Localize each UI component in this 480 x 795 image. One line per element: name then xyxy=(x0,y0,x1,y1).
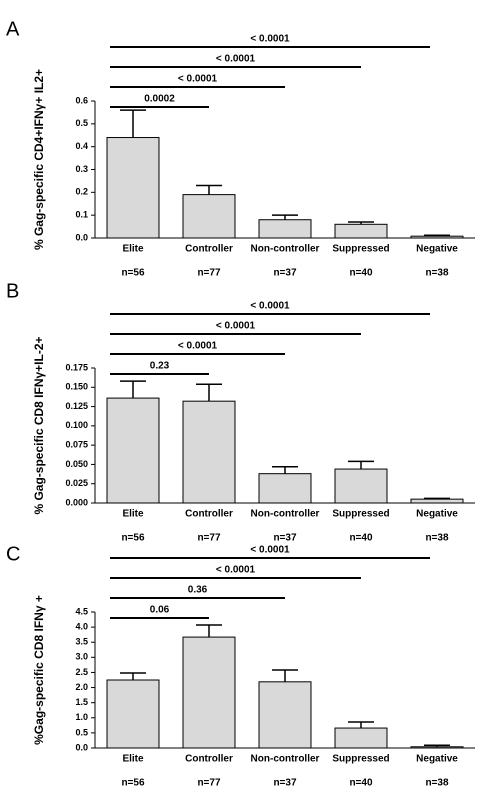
bar xyxy=(410,498,464,504)
y-tick-label: 0.2 xyxy=(75,187,88,197)
x-tick-label: Non-controller xyxy=(251,509,320,520)
n-label: n=40 xyxy=(349,778,373,789)
x-tick-label: Negative xyxy=(416,509,458,520)
y-tick-label: 0.000 xyxy=(65,497,88,507)
p-value: < 0.0001 xyxy=(216,321,256,332)
y-tick-label: 0.4 xyxy=(75,141,88,151)
n-label: n=77 xyxy=(197,778,221,789)
panel-label: C xyxy=(6,543,20,565)
y-tick-label: 3.0 xyxy=(75,652,88,662)
x-tick-label: Non-controller xyxy=(251,754,320,765)
y-axis-title: % Gag-specific CD4+IFNγ+ IL2+ xyxy=(32,69,46,250)
p-value: < 0.0001 xyxy=(250,545,290,556)
x-tick-label: Elite xyxy=(122,509,144,520)
y-axis-title: %Gag-specific CD8 IFNγ + xyxy=(32,595,46,745)
p-value: < 0.0001 xyxy=(250,34,290,45)
bar xyxy=(334,223,388,239)
y-tick-label: 1.5 xyxy=(75,697,88,707)
y-axis-title: % Gag-specific CD8 IFNγ+IL-2+ xyxy=(32,336,46,514)
bar xyxy=(182,636,236,749)
y-tick-label: 0.1 xyxy=(75,210,88,220)
x-tick-label: Elite xyxy=(122,754,144,765)
bar xyxy=(334,468,388,504)
bar xyxy=(182,194,236,239)
p-value: < 0.0001 xyxy=(216,565,256,576)
x-tick-label: Controller xyxy=(185,244,233,255)
bar xyxy=(410,746,464,749)
n-label: n=56 xyxy=(121,533,145,544)
y-tick-label: 4.0 xyxy=(75,621,88,631)
y-tick-label: 0.3 xyxy=(75,164,88,174)
n-label: n=37 xyxy=(273,533,297,544)
p-value: 0.36 xyxy=(188,585,208,596)
x-tick-label: Elite xyxy=(122,244,144,255)
panel-label: A xyxy=(6,18,20,40)
y-tick-label: 0.125 xyxy=(65,401,88,411)
n-label: n=38 xyxy=(425,533,449,544)
n-label: n=40 xyxy=(349,268,373,279)
y-tick-label: 0.150 xyxy=(65,382,88,392)
n-label: n=38 xyxy=(425,268,449,279)
y-tick-label: 0.100 xyxy=(65,420,88,430)
x-tick-label: Negative xyxy=(416,244,458,255)
y-tick-label: 4.5 xyxy=(75,606,88,616)
n-label: n=56 xyxy=(121,268,145,279)
y-tick-label: 0.0 xyxy=(75,742,88,752)
bar xyxy=(334,727,388,749)
x-tick-label: Suppressed xyxy=(332,509,389,520)
y-tick-label: 0.175 xyxy=(65,362,88,372)
p-value: < 0.0001 xyxy=(178,74,218,85)
x-tick-label: Controller xyxy=(185,754,233,765)
bar xyxy=(258,219,312,239)
y-tick-label: 2.0 xyxy=(75,682,88,692)
y-tick-label: 0.6 xyxy=(75,95,88,105)
n-label: n=56 xyxy=(121,778,145,789)
bar xyxy=(258,681,312,749)
bar xyxy=(106,679,160,749)
y-tick-label: 0.5 xyxy=(75,118,88,128)
p-value: 0.06 xyxy=(150,605,170,616)
p-value: 0.23 xyxy=(150,361,170,372)
y-tick-label: 2.5 xyxy=(75,667,88,677)
p-value: 0.0002 xyxy=(144,94,175,105)
n-label: n=38 xyxy=(425,778,449,789)
y-tick-label: 0.5 xyxy=(75,727,88,737)
y-tick-label: 1.0 xyxy=(75,712,88,722)
x-tick-label: Suppressed xyxy=(332,244,389,255)
bar xyxy=(106,137,160,239)
n-label: n=37 xyxy=(273,778,297,789)
n-label: n=77 xyxy=(197,268,221,279)
p-value: < 0.0001 xyxy=(216,54,256,65)
panel-label: B xyxy=(6,280,19,302)
p-value: < 0.0001 xyxy=(178,341,218,352)
x-tick-label: Negative xyxy=(416,754,458,765)
x-tick-label: Non-controller xyxy=(251,244,320,255)
x-tick-label: Controller xyxy=(185,509,233,520)
y-tick-label: 0.0 xyxy=(75,232,88,242)
n-label: n=40 xyxy=(349,533,373,544)
bar xyxy=(258,473,312,504)
y-tick-label: 0.025 xyxy=(65,478,88,488)
bar xyxy=(410,235,464,239)
x-tick-label: Suppressed xyxy=(332,754,389,765)
y-tick-label: 0.050 xyxy=(65,459,88,469)
n-label: n=77 xyxy=(197,533,221,544)
y-tick-label: 0.075 xyxy=(65,440,88,450)
bar xyxy=(106,397,160,504)
y-tick-label: 3.5 xyxy=(75,637,88,647)
bar xyxy=(182,400,236,504)
n-label: n=37 xyxy=(273,268,297,279)
p-value: < 0.0001 xyxy=(250,301,290,312)
